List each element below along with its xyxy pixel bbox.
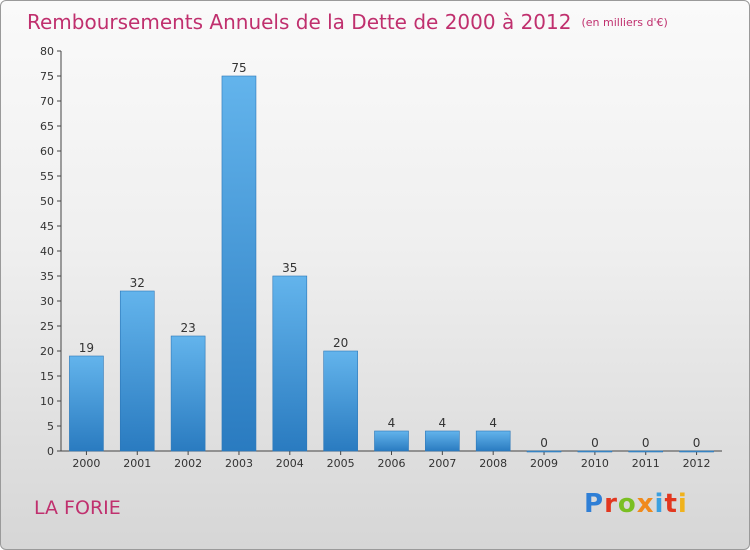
x-tick-label-2005: 2005 (327, 457, 355, 470)
value-labels: 19 32 23 75 35 20 4 4 4 0 0 0 0 (79, 61, 701, 450)
bar-2000 (69, 355, 104, 452)
value-label-2011: 0 (642, 436, 650, 450)
bar-2004 (272, 275, 308, 452)
x-tick-label-2009: 2009 (530, 457, 558, 470)
y-tick-label: 35 (40, 270, 54, 283)
x-tick-label-2011: 2011 (632, 457, 660, 470)
x-tick-label-2008: 2008 (479, 457, 507, 470)
bar-2003 (221, 75, 257, 452)
y-tick-label: 80 (40, 45, 54, 58)
y-tick-label: 15 (40, 370, 54, 383)
x-tick-label-2004: 2004 (276, 457, 304, 470)
chart-unit: (en milliers d'€) (581, 16, 668, 29)
chart-title-text: Remboursements Annuels de la Dette de 20… (27, 10, 572, 34)
y-tick-label: 5 (47, 420, 54, 433)
value-label-2007: 4 (439, 416, 447, 430)
y-tick-label: 55 (40, 170, 54, 183)
value-label-2004: 35 (282, 261, 297, 275)
value-label-2006: 4 (388, 416, 396, 430)
x-tick-label-2010: 2010 (581, 457, 609, 470)
y-tick-label: 30 (40, 295, 54, 308)
value-label-2008: 4 (489, 416, 497, 430)
bar-2001 (119, 290, 155, 452)
y-tick-label: 70 (40, 95, 54, 108)
bar-2005 (323, 350, 358, 452)
y-tick-label: 65 (40, 120, 54, 133)
y-tick-label: 45 (40, 220, 54, 233)
value-label-2005: 20 (333, 336, 348, 350)
bar-2009 (526, 450, 562, 453)
value-label-2010: 0 (591, 436, 599, 450)
value-label-2012: 0 (693, 436, 701, 450)
x-tick-label-2012: 2012 (683, 457, 711, 470)
value-label-2009: 0 (540, 436, 548, 450)
bar-2002 (170, 335, 206, 452)
bar-2010 (577, 450, 613, 453)
chart-title: Remboursements Annuels de la Dette de 20… (27, 10, 668, 34)
y-tick-label: 20 (40, 345, 54, 358)
x-tick-label-2001: 2001 (123, 457, 151, 470)
bar-2008 (475, 430, 511, 452)
value-label-2001: 32 (130, 276, 145, 290)
bar-2011 (628, 450, 664, 453)
value-label-2003: 75 (231, 61, 246, 75)
y-tick-label: 75 (40, 70, 54, 83)
y-tick-label: 25 (40, 320, 54, 333)
x-tick-label-2006: 2006 (378, 457, 406, 470)
x-tick-label-2003: 2003 (225, 457, 253, 470)
x-tick-label-2007: 2007 (428, 457, 456, 470)
y-tick-label: 0 (47, 445, 54, 458)
y-tick-label: 40 (40, 245, 54, 258)
bar-2007 (425, 430, 460, 452)
commune-name: LA FORIE (34, 497, 121, 519)
y-tick-label: 50 (40, 195, 54, 208)
x-tick-label-2000: 2000 (72, 457, 100, 470)
x-tick-label-2002: 2002 (174, 457, 202, 470)
bar-2006 (374, 430, 409, 452)
bars (69, 75, 714, 453)
value-label-2000: 19 (79, 341, 94, 355)
proxiti-logo: Proxiti (584, 489, 688, 519)
value-label-2002: 23 (180, 321, 195, 335)
y-tick-label: 10 (40, 395, 54, 408)
bar-2012 (679, 450, 714, 453)
y-tick-label: 60 (40, 145, 54, 158)
